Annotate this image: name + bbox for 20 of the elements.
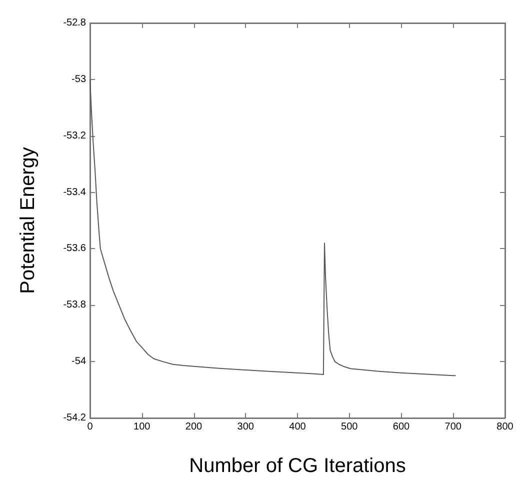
x-tick-label: 500 <box>341 422 358 432</box>
line-series <box>90 78 456 376</box>
y-tick-label: -53.4 <box>63 186 86 198</box>
y-tick-label: -53.8 <box>63 300 86 311</box>
y-tick-label: -54.2 <box>63 412 86 424</box>
x-axis-title: Number of CG Iterations <box>189 455 406 477</box>
y-tick-label: -52.8 <box>63 18 86 28</box>
y-tick-label: -53.2 <box>63 130 86 142</box>
x-tick-label: 200 <box>185 422 203 432</box>
x-tick-label: 100 <box>134 422 151 432</box>
x-tick-label: 700 <box>444 422 462 432</box>
y-tick-label: -54 <box>72 356 86 368</box>
x-tick-label: 600 <box>392 422 410 432</box>
y-axis-title: Potential Energy <box>17 147 39 294</box>
x-tick-label: 400 <box>289 422 306 432</box>
x-tick-label: 0 <box>87 422 94 432</box>
y-tick-label: -53 <box>72 74 86 85</box>
x-tick-label: 300 <box>237 422 254 432</box>
x-tick-label: 800 <box>496 422 514 432</box>
y-tick-label: -53.6 <box>63 243 86 254</box>
